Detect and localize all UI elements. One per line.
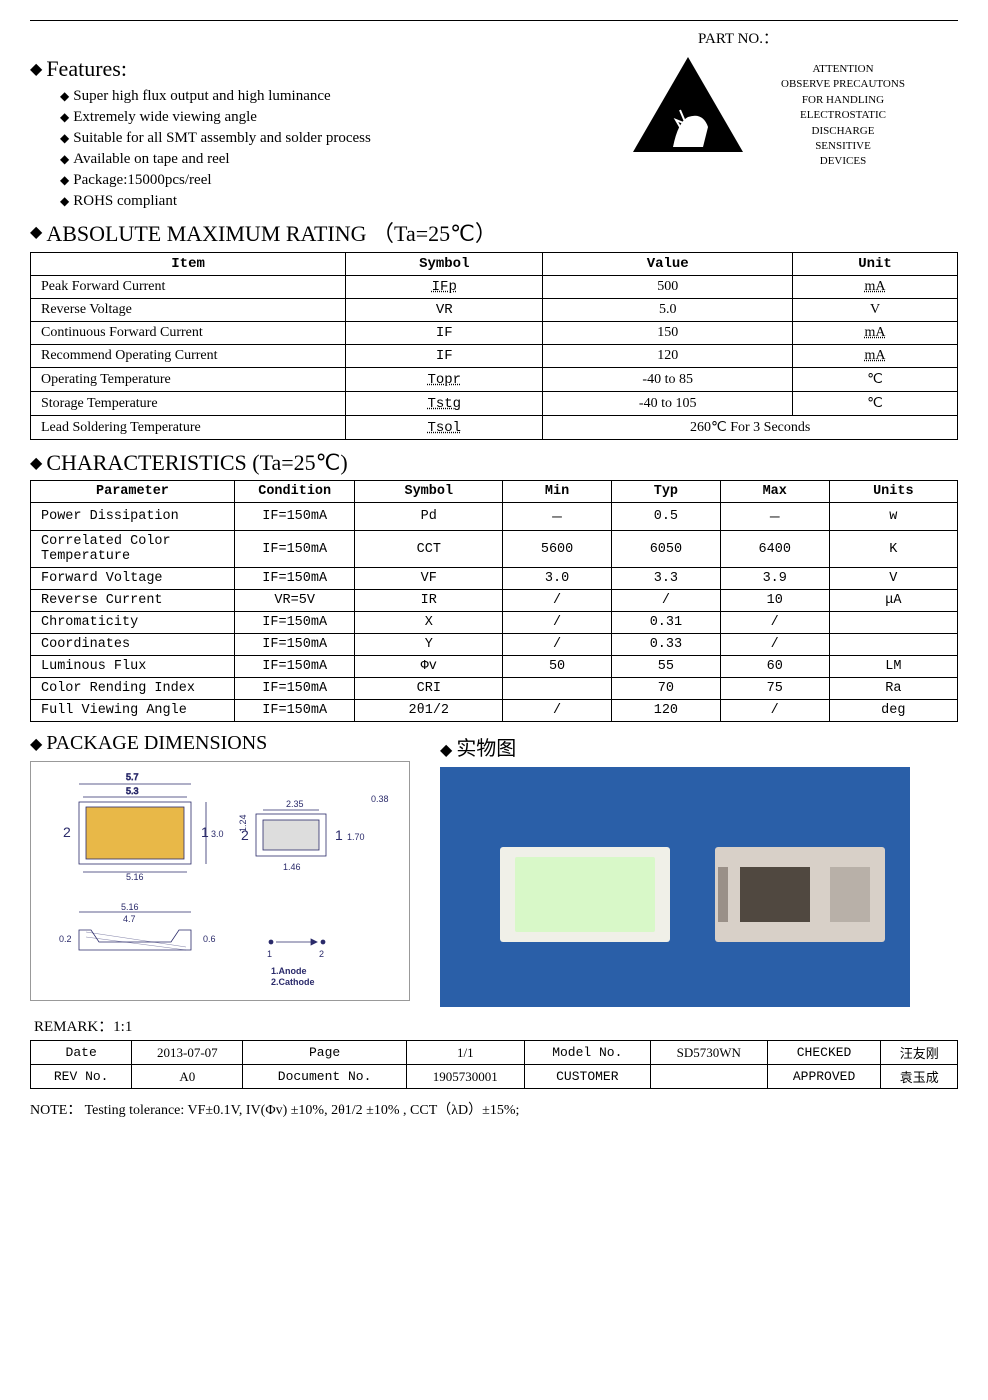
product-photo: [440, 767, 910, 1007]
feature-item: ◆ROHS compliant: [60, 191, 628, 212]
table-row: Peak Forward CurrentIFp500mA: [31, 276, 958, 299]
feature-item: ◆Available on tape and reel: [60, 149, 628, 170]
svg-text:0.38: 0.38: [371, 794, 389, 804]
svg-text:2: 2: [319, 949, 324, 959]
table-row: Continuous Forward CurrentIF150mA: [31, 322, 958, 345]
features-section: ◆Features: ◆Super high flux output and h…: [30, 52, 628, 212]
table-header: Value: [543, 253, 793, 276]
table-row: Luminous FluxIF=150mAΦv505560LM: [31, 656, 958, 678]
table-row: Forward VoltageIF=150mAVF3.03.33.9V: [31, 568, 958, 590]
feature-item: ◆Super high flux output and high luminan…: [60, 86, 628, 107]
footer-cell: [650, 1065, 767, 1089]
table-header: Units: [829, 481, 957, 503]
table-row: Reverse VoltageVR5.0V: [31, 299, 958, 322]
dim-label: 5.3: [126, 786, 139, 796]
footer-table: Date2013-07-07Page1/1Model No.SD5730WNCH…: [30, 1040, 958, 1089]
svg-text:4.7: 4.7: [123, 914, 136, 924]
footer-cell: A0: [132, 1065, 243, 1089]
table-row: CoordinatesIF=150mAY/0.33/: [31, 634, 958, 656]
svg-text:3.0: 3.0: [211, 829, 224, 839]
part-number-label: PART NO.：: [30, 27, 958, 48]
svg-text:1.24: 1.24: [238, 814, 248, 832]
footer-cell: Date: [31, 1041, 132, 1065]
table-header: Max: [720, 481, 829, 503]
svg-text:5.16: 5.16: [121, 902, 139, 912]
top-rule: [30, 20, 958, 21]
esd-warning-text: ATTENTIONOBSERVE PRECAUTONSFOR HANDLINGE…: [768, 52, 918, 170]
table-header: Condition: [234, 481, 355, 503]
footer-cell: Document No.: [243, 1065, 407, 1089]
table-row: Correlated Color TemperatureIF=150mACCT5…: [31, 531, 958, 568]
features-list: ◆Super high flux output and high luminan…: [30, 86, 628, 212]
table-header: Min: [503, 481, 612, 503]
footer-cell: REV No.: [31, 1065, 132, 1089]
footer-cell: 袁玉成: [881, 1065, 958, 1089]
svg-text:1.Anode: 1.Anode: [271, 966, 307, 976]
table-header: Symbol: [346, 253, 543, 276]
esd-triangle-icon: [628, 52, 748, 162]
table-row: Storage TemperatureTstg-40 to 105℃: [31, 392, 958, 416]
features-title: Features:: [46, 56, 127, 82]
table-header: Parameter: [31, 481, 235, 503]
esd-block: ATTENTIONOBSERVE PRECAUTONSFOR HANDLINGE…: [628, 52, 958, 170]
svg-text:1.70: 1.70: [347, 832, 365, 842]
table-header: Unit: [793, 253, 958, 276]
footer-cell: Model No.: [524, 1041, 650, 1065]
footer-cell: 汪友刚: [881, 1041, 958, 1065]
svg-text:2.Cathode: 2.Cathode: [271, 977, 315, 987]
table-row: Full Viewing AngleIF=150mA2θ1/2/120/deg: [31, 700, 958, 722]
table-row: ChromaticityIF=150mAX/0.31/: [31, 612, 958, 634]
characteristics-table: ParameterConditionSymbolMinTypMaxUnits P…: [30, 480, 958, 722]
svg-text:2: 2: [63, 824, 71, 840]
package-diagram: 5.7 5.3 2 1 3.0 5.16 2.35: [30, 761, 410, 1001]
note-text: NOTE： Testing tolerance: VF±0.1V, IV(Φv)…: [30, 1099, 958, 1119]
photo-section: ◆实物图: [440, 732, 910, 1007]
table-row: Lead Soldering TemperatureTsol260℃ For 3…: [31, 416, 958, 440]
svg-text:0.2: 0.2: [59, 934, 72, 944]
photo-title: 实物图: [456, 738, 516, 760]
abs-max-title: ABSOLUTE MAXIMUM RATING （Ta=25℃）: [46, 216, 497, 248]
svg-text:5.16: 5.16: [126, 872, 144, 882]
footer-cell: SD5730WN: [650, 1041, 767, 1065]
dim-label: 5.7: [126, 772, 139, 782]
footer-cell: APPROVED: [767, 1065, 881, 1089]
table-row: Recommend Operating CurrentIF120mA: [31, 345, 958, 368]
svg-text:0.6: 0.6: [203, 934, 216, 944]
table-row: Power DissipationIF=150mAPd－0.5－w: [31, 503, 958, 531]
table-header: Symbol: [355, 481, 503, 503]
package-title: PACKAGE DIMENSIONS: [46, 732, 267, 754]
svg-text:1: 1: [335, 827, 343, 843]
table-row: Color Rending IndexIF=150mACRI7075Ra: [31, 678, 958, 700]
footer-cell: Page: [243, 1041, 407, 1065]
abs-max-table: ItemSymbolValueUnit Peak Forward Current…: [30, 252, 958, 440]
package-dimensions-section: ◆PACKAGE DIMENSIONS 5.7 5.3 2 1 3.0 5.16: [30, 732, 410, 1001]
characteristics-title: CHARACTERISTICS (Ta=25℃): [46, 450, 347, 476]
svg-text:1: 1: [201, 824, 209, 840]
table-row: Operating TemperatureTopr-40 to 85℃: [31, 368, 958, 392]
footer-cell: 2013-07-07: [132, 1041, 243, 1065]
feature-item: ◆Extremely wide viewing angle: [60, 107, 628, 128]
feature-item: ◆Suitable for all SMT assembly and solde…: [60, 128, 628, 149]
table-row: Reverse CurrentVR=5VIR//10μA: [31, 590, 958, 612]
footer-cell: CUSTOMER: [524, 1065, 650, 1089]
remark-label: REMARK：1:1: [34, 1015, 958, 1036]
footer-cell: CHECKED: [767, 1041, 881, 1065]
svg-text:1.46: 1.46: [283, 862, 301, 872]
svg-text:2.35: 2.35: [286, 799, 304, 809]
svg-text:1: 1: [267, 949, 272, 959]
table-header: Typ: [611, 481, 720, 503]
table-header: Item: [31, 253, 346, 276]
feature-item: ◆Package:15000pcs/reel: [60, 170, 628, 191]
footer-cell: 1905730001: [406, 1065, 524, 1089]
footer-cell: 1/1: [406, 1041, 524, 1065]
